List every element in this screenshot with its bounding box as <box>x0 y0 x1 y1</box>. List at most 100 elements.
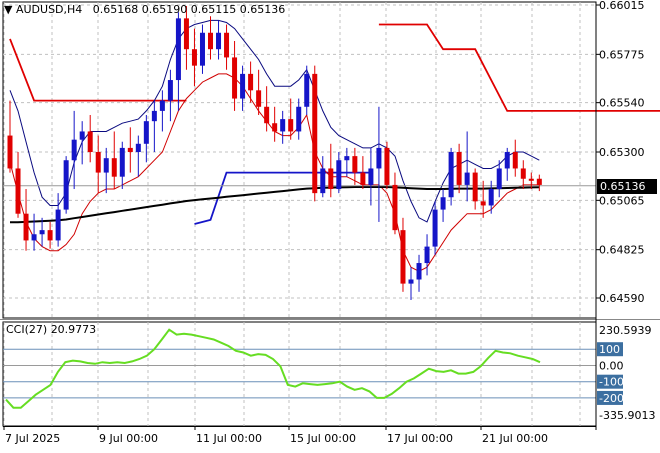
candle <box>55 193 61 247</box>
candle <box>111 131 117 190</box>
candle-body <box>15 168 21 214</box>
candle-body <box>432 209 438 247</box>
candle <box>103 147 109 194</box>
candle <box>199 24 205 74</box>
candle <box>488 180 494 214</box>
candle-body <box>183 18 189 50</box>
low-price: 0.65115 <box>190 3 237 16</box>
cci-level-minus100-badge: -100 <box>599 376 624 389</box>
candle <box>352 147 358 185</box>
cci-level-zero-label: 0.00 <box>599 359 624 372</box>
candle-body <box>488 189 494 206</box>
candle-body <box>328 168 334 190</box>
candle <box>183 6 189 70</box>
candle-body <box>496 168 502 190</box>
candle <box>360 156 366 190</box>
candle <box>7 100 13 173</box>
candle-body <box>143 121 149 144</box>
candle <box>528 172 534 190</box>
candle-body <box>440 197 446 210</box>
cci-min-label: -335.9013 <box>599 409 655 422</box>
candle <box>87 115 93 163</box>
candle <box>191 28 197 87</box>
candle-body <box>232 57 238 99</box>
candle-body <box>512 152 518 169</box>
price-axis-label: 0.65775 <box>599 48 645 61</box>
candle-body <box>504 152 510 169</box>
candle-body <box>103 158 109 173</box>
candle-body <box>320 168 326 194</box>
cci-pane-frame <box>2 321 597 427</box>
candle <box>320 156 326 198</box>
candle-body <box>360 172 366 185</box>
candle-body <box>191 49 197 66</box>
moving-average-line <box>10 186 540 224</box>
candle <box>336 152 342 194</box>
candle-body <box>384 147 390 185</box>
cci-label: CCI(27) <box>6 323 48 336</box>
candle-body <box>79 131 85 140</box>
candle-body <box>248 73 254 91</box>
candle-body <box>448 152 454 198</box>
candle <box>392 172 398 235</box>
candle-body <box>208 32 213 50</box>
price-axis-label: 0.65065 <box>599 194 645 207</box>
open-price: 0.65168 <box>92 3 139 16</box>
candle <box>240 65 246 111</box>
candle <box>15 152 21 218</box>
time-axis-label: 7 Jul 2025 <box>5 432 60 445</box>
candle-body <box>199 32 205 66</box>
time-axis-label: 11 Jul 00:00 <box>196 432 262 445</box>
candle-body <box>216 32 222 50</box>
price-axis-label: 0.65300 <box>599 146 645 159</box>
candle <box>400 217 406 292</box>
symbol-dropdown-arrow-icon[interactable]: ▼ <box>4 3 13 16</box>
price-axis-label: 0.64825 <box>599 244 645 257</box>
cci-level-100-badge-bg <box>597 342 623 357</box>
candle <box>432 201 438 255</box>
candle <box>264 86 270 132</box>
candle-body <box>23 213 29 241</box>
candle-body <box>304 73 310 107</box>
candle-body <box>480 201 486 206</box>
candle-body <box>264 106 270 124</box>
candle <box>39 217 45 247</box>
candle <box>384 141 390 190</box>
candle-body <box>368 168 374 185</box>
candle <box>95 135 101 194</box>
candle <box>448 147 454 206</box>
price-axis-label: 0.64590 <box>599 292 645 305</box>
candle-body <box>111 158 117 177</box>
candle-body <box>224 32 230 58</box>
candle-body <box>240 73 246 99</box>
candle <box>63 156 69 214</box>
candle-body <box>167 80 173 101</box>
chart-header: ▼ AUDUSD,H4 0.65168 0.65190 0.65115 0.65… <box>4 3 285 16</box>
candle <box>480 180 486 218</box>
candle <box>288 98 294 140</box>
candle <box>127 127 133 173</box>
candle <box>119 141 125 190</box>
candle-body <box>47 230 53 241</box>
price-axis-label: 0.65540 <box>599 97 645 110</box>
candle <box>135 135 141 177</box>
cci-level-minus200-badge: -200 <box>599 392 624 405</box>
candle-body <box>31 234 37 241</box>
candle-body <box>296 106 302 132</box>
cci-level-minus200-badge-bg <box>597 390 623 405</box>
candle-body <box>280 119 286 132</box>
candle-body <box>175 18 181 81</box>
candle <box>175 12 181 111</box>
candle <box>512 139 518 177</box>
candle <box>464 131 470 202</box>
candle <box>216 20 222 60</box>
channel-blue-line <box>194 171 371 225</box>
candle-body <box>352 156 358 173</box>
candle-body <box>272 123 278 132</box>
candle <box>232 40 238 111</box>
candle-body <box>95 152 101 173</box>
candle <box>376 106 382 222</box>
candle <box>151 100 157 153</box>
